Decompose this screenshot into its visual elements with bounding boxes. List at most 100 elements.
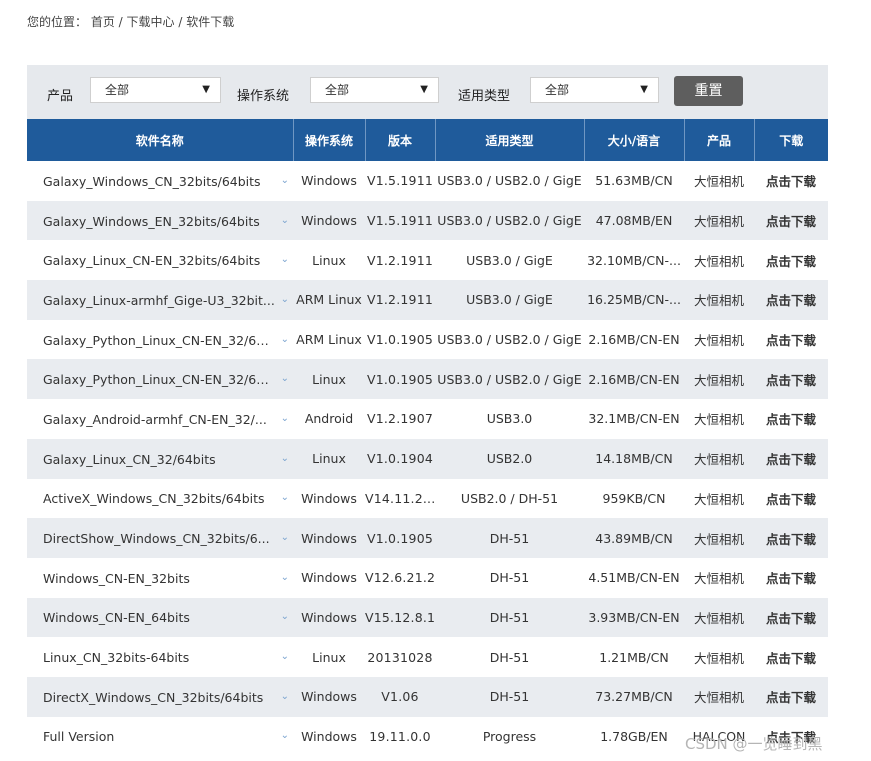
software-name-cell[interactable]: Windows_CN-EN_32bits ⌄ [27,558,293,598]
type-cell: USB3.0 / GigE [435,280,584,320]
chevron-down-icon[interactable]: ⌄ [280,730,289,742]
product-cell: 大恒相机 [684,200,754,241]
header-download[interactable]: 下载 [754,119,828,161]
download-link[interactable]: 点击下载 [754,280,828,320]
software-name: Full Version [43,729,115,745]
software-name: DirectShow_Windows_CN_32bits/6... [43,531,270,547]
download-link[interactable]: 点击下载 [754,518,828,558]
software-name: Galaxy_Linux_CN_32/64bits [43,451,216,467]
os-select[interactable]: 全部 ▼ [310,77,439,103]
os-cell: Windows [301,490,357,506]
os-cell: Linux [293,359,365,400]
type-cell: USB3.0 / USB2.0 / GigE [437,173,582,189]
software-name-cell[interactable]: Galaxy_Python_Linux_CN-EN_32/64... ⌄ [27,359,293,400]
os-select-value: 全部 [325,83,350,97]
software-name-cell[interactable]: Galaxy_Linux_CN-EN_32bits/64bits ⌄ [27,240,293,280]
table-row: Windows_CN-EN_32bits ⌄ Windows V12.6.21.2… [27,558,828,598]
breadcrumb-label: 您的位置： [27,15,88,29]
chevron-down-icon[interactable]: ⌄ [280,333,289,345]
chevron-down-icon[interactable]: ⌄ [280,611,289,623]
size-cell: 32.1MB/CN-EN [588,411,680,427]
download-link[interactable]: 点击下载 [765,174,816,190]
download-link[interactable]: 点击下载 [754,359,828,400]
header-product[interactable]: 产品 [684,119,755,161]
type-select-value: 全部 [545,83,570,97]
download-link[interactable]: 点击下载 [765,571,816,587]
type-cell: USB3.0 / USB2.0 / GigE [435,200,584,241]
software-name-cell[interactable]: Galaxy_Windows_EN_32bits/64bits ⌄ [27,200,293,241]
header-size[interactable]: 大小/语言 [584,119,685,161]
download-link[interactable]: 点击下载 [765,729,816,745]
download-link[interactable]: 点击下载 [754,597,828,638]
table-row: Galaxy_Windows_CN_32bits/64bits ⌄ Windows… [27,161,828,201]
chevron-down-icon[interactable]: ⌄ [280,254,289,266]
software-name-cell[interactable]: Windows_CN-EN_64bits ⌄ [27,597,293,638]
software-name-cell[interactable]: DirectX_Windows_CN_32bits/64bits ⌄ [27,676,293,717]
watermark: CSDN @一览睡到黑 [685,735,823,753]
chevron-down-icon[interactable]: ⌄ [280,571,289,583]
chevron-down-icon[interactable]: ⌄ [280,293,289,305]
download-link[interactable]: 点击下载 [754,200,828,241]
table-row: Galaxy_Python_Linux_CN-EN_32/64... ⌄ ARM … [27,320,828,360]
download-link[interactable]: 点击下载 [765,333,816,349]
reset-button[interactable]: 重置 [674,76,743,106]
header-type[interactable]: 适用类型 [435,119,585,161]
chevron-down-icon[interactable]: ⌄ [280,531,289,543]
software-name-cell[interactable]: Galaxy_Windows_CN_32bits/64bits ⌄ [27,161,293,201]
type-cell: DH-51 [489,649,530,665]
software-name-cell[interactable]: Galaxy_Python_Linux_CN-EN_32/64... ⌄ [27,320,293,360]
chevron-down-icon[interactable]: ⌄ [280,174,289,186]
software-name-cell[interactable]: Galaxy_Linux_CN_32/64bits ⌄ [27,438,293,479]
table-header-row: 软件名称 操作系统 版本 适用类型 大小/语言 产品 下载 [27,119,828,161]
table-row: DirectX_Windows_CN_32bits/64bits ⌄ Window… [27,676,828,717]
type-cell: Progress [482,728,537,744]
software-name: Galaxy_Android-armhf_CN-EN_32/... [43,411,267,427]
download-link[interactable]: 点击下载 [754,676,828,717]
product-cell: 大恒相机 [693,571,744,587]
software-name-cell[interactable]: ActiveX_Windows_CN_32bits/64bits ⌄ [27,479,293,519]
header-name[interactable]: 软件名称 [27,119,294,161]
chevron-down-icon[interactable]: ⌄ [280,651,289,663]
chevron-down-icon[interactable]: ⌄ [280,452,289,464]
software-name-cell[interactable]: Full Version ⌄ [27,717,293,757]
os-cell: Windows [293,200,365,241]
os-cell: Windows [293,597,365,638]
product-cell: 大恒相机 [693,650,744,666]
os-cell: ARM Linux [293,280,365,320]
product-select[interactable]: 全部 ▼ [90,77,221,103]
software-name: Windows_CN-EN_64bits [43,610,190,626]
chevron-down-icon[interactable]: ⌄ [280,373,289,385]
chevron-down-icon[interactable]: ⌄ [280,690,289,702]
product-cell: 大恒相机 [693,333,744,349]
software-name: Galaxy_Windows_CN_32bits/64bits [43,173,261,189]
version-cell: V1.0.1905 [365,518,435,558]
type-cell: DH-51 [489,570,530,586]
type-select[interactable]: 全部 ▼ [530,77,659,103]
breadcrumb-path[interactable]: 首页 / 下载中心 / 软件下载 [90,15,235,29]
table-row: Galaxy_Linux-armhf_Gige-U3_32bit... ⌄ ARM… [27,280,828,320]
os-cell: Windows [301,728,357,744]
version-cell: V1.5.1911 [365,200,435,241]
software-name-cell[interactable]: DirectShow_Windows_CN_32bits/6... ⌄ [27,518,293,558]
download-link[interactable]: 点击下载 [765,412,816,428]
software-name-cell[interactable]: Galaxy_Linux-armhf_Gige-U3_32bit... ⌄ [27,280,293,320]
software-name: ActiveX_Windows_CN_32bits/64bits [43,491,265,507]
download-link[interactable]: 点击下载 [765,491,816,507]
chevron-down-icon[interactable]: ⌄ [280,214,289,226]
chevron-down-icon[interactable]: ⌄ [280,492,289,504]
software-name-cell[interactable]: Linux_CN_32bits-64bits ⌄ [27,637,293,677]
table-row: DirectShow_Windows_CN_32bits/6... ⌄ Windo… [27,518,828,558]
table-row: Galaxy_Linux_CN_32/64bits ⌄ Linux V1.0.19… [27,438,828,479]
software-name-cell[interactable]: Galaxy_Android-armhf_CN-EN_32/... ⌄ [27,399,293,439]
product-cell: 大恒相机 [693,412,744,428]
header-os[interactable]: 操作系统 [293,119,366,161]
header-version[interactable]: 版本 [365,119,436,161]
download-link[interactable]: 点击下载 [765,253,816,269]
software-table: 软件名称 操作系统 版本 适用类型 大小/语言 产品 下载 Galaxy_Win… [27,119,828,756]
product-cell: 大恒相机 [693,253,744,269]
size-cell: 73.27MB/CN [584,676,684,717]
type-cell: DH-51 [435,676,584,717]
chevron-down-icon[interactable]: ⌄ [280,412,289,424]
download-link[interactable]: 点击下载 [765,650,816,666]
download-link[interactable]: 点击下载 [754,438,828,479]
